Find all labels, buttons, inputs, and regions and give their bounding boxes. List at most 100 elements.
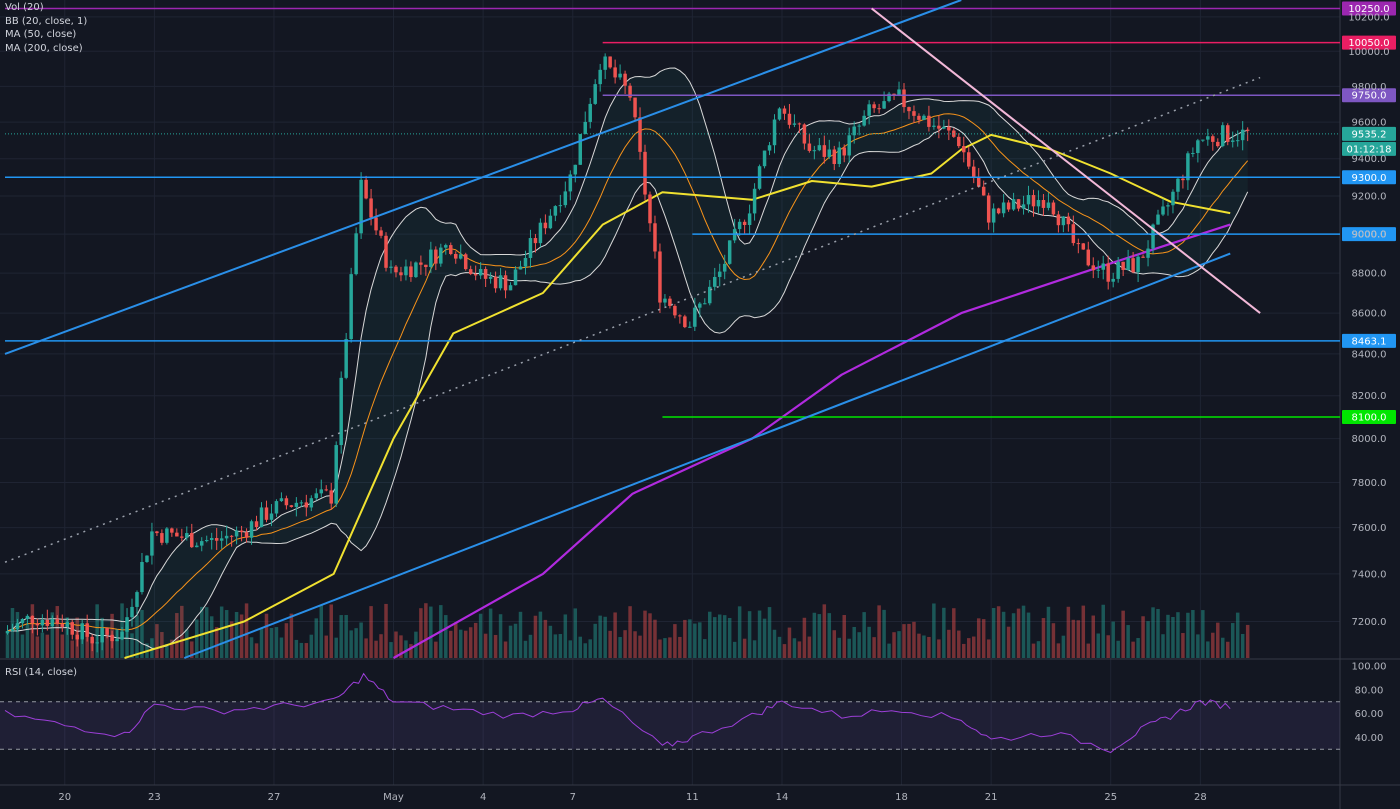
candle-body: [165, 528, 169, 543]
volume-bar: [1141, 616, 1145, 658]
level-tag: [1342, 88, 1396, 103]
candle-body: [399, 272, 403, 276]
candle-body: [797, 123, 802, 125]
candle-body: [140, 561, 144, 593]
candle-body: [284, 498, 289, 506]
price-tick-label: 7600.0: [1352, 523, 1387, 534]
candle-body: [996, 208, 1001, 214]
volume-bar: [668, 637, 672, 658]
volume-bar: [618, 637, 622, 658]
time-tick-label: 11: [686, 792, 699, 803]
volume-bar: [892, 632, 896, 658]
volume-bar: [897, 631, 901, 658]
candle-body: [777, 108, 782, 120]
candle-body: [389, 266, 393, 268]
candle-body: [180, 536, 184, 538]
candle-body: [70, 622, 74, 635]
candle-body: [862, 115, 866, 126]
candle-body: [957, 136, 961, 147]
candle-body: [633, 97, 637, 118]
candle-body: [907, 107, 911, 112]
volume-bar: [60, 634, 65, 658]
candle-body: [324, 489, 328, 491]
candle-body: [1240, 129, 1245, 141]
candle-body: [837, 147, 841, 165]
candle-body: [349, 274, 353, 340]
candle-body: [1026, 195, 1031, 205]
volume-bar: [986, 639, 991, 658]
volume-bar: [558, 634, 563, 658]
level-tag-label: 9535.2: [1352, 129, 1387, 140]
volume-bar: [1096, 633, 1100, 658]
bollinger-lower: [7, 125, 1249, 650]
candle-body: [1235, 140, 1240, 142]
candle-body: [613, 67, 617, 78]
volume-bar: [105, 629, 109, 658]
candle-body: [1016, 199, 1021, 209]
candle-body: [254, 521, 259, 528]
price-tick-label: 9400.0: [1352, 154, 1387, 165]
bollinger-basis: [7, 113, 1249, 632]
volume-bar: [55, 606, 60, 658]
volume-bar: [234, 611, 239, 658]
volume-bar: [777, 636, 782, 658]
volume-bar: [588, 639, 592, 658]
candle-body: [847, 135, 851, 156]
price-tick-label: 9600.0: [1352, 118, 1387, 129]
ma50-line: [124, 133, 1231, 659]
volume-bar: [772, 629, 777, 658]
candle-body: [239, 530, 244, 533]
volume-bar: [488, 608, 493, 658]
candle-body: [30, 615, 35, 624]
trendline: [871, 7, 1261, 314]
price-tick-label: 9800.0: [1352, 82, 1387, 93]
candle-body: [429, 249, 433, 268]
candle-body: [110, 634, 114, 642]
volume-bar: [583, 643, 587, 658]
volume-bar: [508, 625, 513, 658]
volume-bar: [1041, 618, 1046, 658]
candle-body: [364, 179, 368, 199]
price-axis: 10250.0 10050.0 9750.0 9535.2 9300.0 9000.0 84…: [1342, 1, 1396, 628]
candle-body: [279, 498, 284, 502]
candle-body: [125, 617, 129, 632]
candle-body: [573, 164, 578, 175]
volume-bar: [454, 622, 458, 658]
candle-body: [414, 262, 418, 278]
candle-body: [419, 262, 423, 265]
candle-body: [1196, 140, 1200, 154]
volume-bar: [742, 638, 747, 658]
volume-bar: [1076, 620, 1081, 658]
volume-bar: [419, 608, 423, 658]
volume-bar: [1091, 615, 1096, 658]
volume-bar: [349, 630, 353, 658]
candle-body: [424, 264, 428, 268]
volume-bar: [140, 609, 144, 658]
level-tag-label: 10050.0: [1348, 38, 1389, 49]
bollinger-fill: [7, 68, 1248, 649]
candle-body: [593, 84, 597, 104]
volume-bar: [1066, 606, 1071, 658]
volume-bar: [478, 613, 483, 658]
price-tick-label: 8200.0: [1352, 391, 1387, 402]
candle-body: [1001, 202, 1006, 214]
candle-body: [922, 115, 926, 120]
candle-body: [1101, 263, 1105, 270]
candle-body: [967, 152, 971, 167]
volume-bar: [703, 639, 707, 658]
candle-body: [897, 89, 901, 96]
legend-bb: BB (20, close, 1): [5, 15, 88, 27]
level-tag: [1342, 126, 1396, 141]
volume-bar: [1136, 638, 1140, 658]
volume-bar: [404, 640, 408, 658]
volume-bar: [842, 615, 846, 658]
volume-bar: [653, 619, 657, 658]
candle-body: [105, 627, 109, 635]
candle-body: [932, 125, 936, 127]
candle-body: [638, 117, 642, 152]
time-tick-label: 20: [58, 792, 71, 803]
candle-body: [160, 533, 164, 543]
volume-bar: [678, 636, 682, 658]
candle-body: [314, 493, 319, 499]
